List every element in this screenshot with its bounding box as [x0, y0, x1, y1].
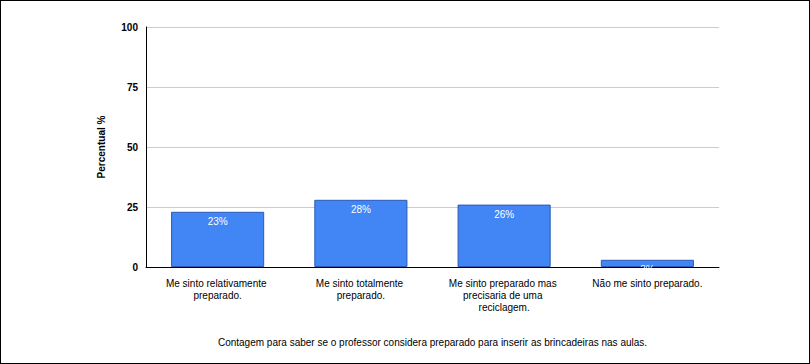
svg-text:26%: 26% [494, 209, 514, 220]
svg-text:0: 0 [132, 262, 138, 273]
svg-text:23%: 23% [208, 216, 228, 227]
svg-text:Contagem para saber se o profe: Contagem para saber se o professor consi… [218, 337, 647, 348]
svg-text:28%: 28% [351, 204, 371, 215]
svg-text:Percentual %: Percentual % [96, 115, 107, 178]
svg-text:75: 75 [127, 82, 139, 93]
svg-text:100: 100 [121, 22, 138, 33]
svg-text:25: 25 [127, 202, 139, 213]
svg-text:Não me sinto preparado.: Não me sinto preparado. [592, 278, 702, 289]
svg-text:precisaria de uma: precisaria de uma [463, 290, 545, 301]
svg-text:reciclagem.: reciclagem. [479, 302, 530, 313]
svg-text:preparado.: preparado. [193, 290, 241, 301]
svg-text:Me sinto relativamente: Me sinto relativamente [166, 278, 269, 289]
svg-text:50: 50 [127, 142, 139, 153]
svg-text:preparado.: preparado. [337, 290, 385, 301]
svg-text:3%: 3% [640, 264, 655, 275]
svg-text:Me sinto preparado mas: Me sinto preparado mas [449, 278, 560, 289]
svg-text:Me sinto totalmente: Me sinto totalmente [316, 278, 406, 289]
